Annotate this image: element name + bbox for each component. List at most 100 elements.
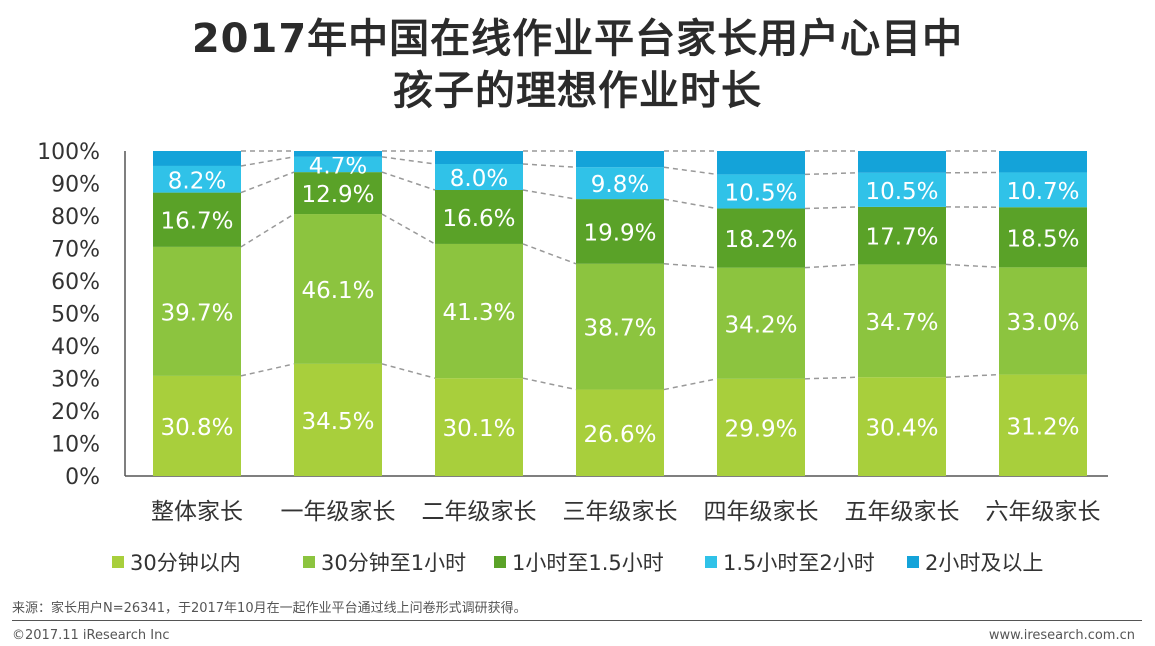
bar-segment	[999, 151, 1087, 173]
data-label: 41.3%	[442, 300, 515, 326]
data-label: 10.5%	[865, 179, 938, 205]
bar-segment	[435, 378, 523, 476]
connector-line	[381, 171, 436, 191]
bar-segment	[153, 246, 241, 376]
bar-segment	[576, 167, 664, 200]
y-tick-label: 10%	[51, 433, 100, 458]
legend-swatch	[494, 556, 506, 568]
data-label: 17.7%	[865, 225, 938, 251]
data-label: 8.2%	[168, 168, 226, 194]
data-label: 12.9%	[301, 182, 374, 208]
bar-segment	[294, 214, 382, 364]
legend-label: 30分钟至1小时	[321, 551, 466, 575]
bar-segment	[576, 263, 664, 390]
data-label: 10.5%	[724, 180, 797, 206]
x-category-label: 五年级家长	[845, 499, 960, 525]
bar-segment	[999, 207, 1087, 268]
data-label: 18.2%	[724, 227, 797, 253]
connector-line	[522, 243, 577, 265]
bar-segment	[858, 206, 946, 265]
source-note: 来源：家长用户N=26341，于2017年10月在一起作业平台通过线上问卷形式调…	[12, 601, 527, 616]
bar-segment	[153, 165, 241, 193]
data-label: 8.0%	[450, 166, 508, 192]
bar-segment	[717, 267, 805, 379]
y-tick-label: 80%	[51, 205, 100, 230]
chart-title-line-2: 孩子的理想作业时长	[393, 68, 762, 114]
connector-line	[381, 213, 436, 245]
y-tick-label: 70%	[51, 238, 100, 263]
connector-line	[663, 198, 718, 210]
connector-line	[381, 363, 436, 379]
data-label: 34.7%	[865, 310, 938, 336]
y-tick-label: 20%	[51, 400, 100, 425]
y-tick-label: 100%	[37, 140, 100, 165]
data-label: 30.1%	[442, 416, 515, 442]
copyright-text: ©2017.11 iResearch Inc	[12, 628, 170, 643]
connector-line	[240, 363, 295, 377]
data-label: 33.0%	[1006, 310, 1079, 336]
connector-line	[804, 263, 859, 269]
bar-segment	[999, 374, 1087, 476]
data-label: 38.7%	[583, 316, 656, 342]
connector-line	[240, 156, 295, 167]
y-tick-label: 30%	[51, 368, 100, 393]
y-tick-label: 90%	[51, 173, 100, 198]
bar-segment	[576, 199, 664, 264]
data-label: 30.8%	[160, 415, 233, 441]
bar-segment	[294, 151, 382, 157]
bar-segment	[858, 264, 946, 378]
data-label: 46.1%	[301, 278, 374, 304]
data-label: 31.2%	[1006, 414, 1079, 440]
y-tick-label: 50%	[51, 303, 100, 328]
connector-line	[381, 156, 436, 165]
data-label: 18.5%	[1006, 226, 1079, 252]
legend-swatch	[303, 556, 315, 568]
bar-segment	[153, 375, 241, 476]
legend-swatch	[112, 556, 124, 568]
bar-segment	[576, 389, 664, 476]
connector-line	[663, 166, 718, 176]
bar-segment	[717, 151, 805, 175]
bar-segment	[435, 190, 523, 244]
connector-line	[804, 376, 859, 380]
x-category-label: 一年级家长	[281, 499, 396, 525]
bar-segment	[435, 151, 523, 164]
connector-line	[240, 171, 295, 194]
chart-title-line-1: 2017年中国在线作业平台家长用户心目中	[191, 16, 964, 62]
connector-line	[945, 373, 1000, 378]
y-tick-label: 60%	[51, 270, 100, 295]
connector-line	[522, 377, 577, 391]
bar-segment	[999, 172, 1087, 208]
legend-label: 1.5小时至2小时	[723, 551, 875, 575]
data-label: 4.7%	[309, 153, 367, 179]
bar-segment	[435, 164, 523, 190]
x-category-label: 整体家长	[151, 499, 243, 525]
legend-swatch	[907, 556, 919, 568]
bar-segment	[294, 156, 382, 173]
data-label: 10.7%	[1006, 179, 1079, 205]
legend-swatch	[705, 556, 717, 568]
connector-line	[945, 263, 1000, 269]
bar-segment	[435, 243, 523, 379]
bar-segment	[858, 172, 946, 207]
data-label: 34.5%	[301, 409, 374, 435]
data-label: 39.7%	[160, 300, 233, 326]
data-label: 34.2%	[724, 312, 797, 338]
bar-segment	[717, 208, 805, 268]
site-url: www.iresearch.com.cn	[988, 628, 1135, 643]
data-label: 26.6%	[583, 422, 656, 448]
connector-line	[804, 206, 859, 210]
connector-line	[663, 378, 718, 391]
bar-segment	[717, 174, 805, 209]
data-label: 30.4%	[865, 416, 938, 442]
bar-segment	[294, 172, 382, 215]
x-category-label: 六年级家长	[986, 499, 1101, 525]
data-label: 19.9%	[583, 220, 656, 246]
connector-line	[663, 263, 718, 269]
connector-line	[522, 189, 577, 200]
bar-segment	[153, 192, 241, 247]
connector-line	[240, 213, 295, 248]
legend-label: 2小时及以上	[925, 551, 1043, 575]
